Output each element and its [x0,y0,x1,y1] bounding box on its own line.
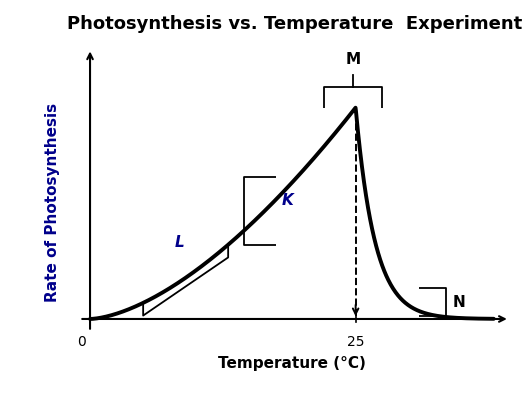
Title: Photosynthesis vs. Temperature  Experiment: Photosynthesis vs. Temperature Experimen… [67,15,522,33]
Text: L: L [175,235,185,250]
Text: 0: 0 [77,335,86,349]
Text: 25: 25 [347,335,365,349]
Text: K: K [281,193,293,208]
Text: Rate of Photosynthesis: Rate of Photosynthesis [46,103,60,302]
Text: Temperature (°C): Temperature (°C) [218,356,366,371]
Text: N: N [452,295,465,310]
Text: M: M [346,52,360,66]
